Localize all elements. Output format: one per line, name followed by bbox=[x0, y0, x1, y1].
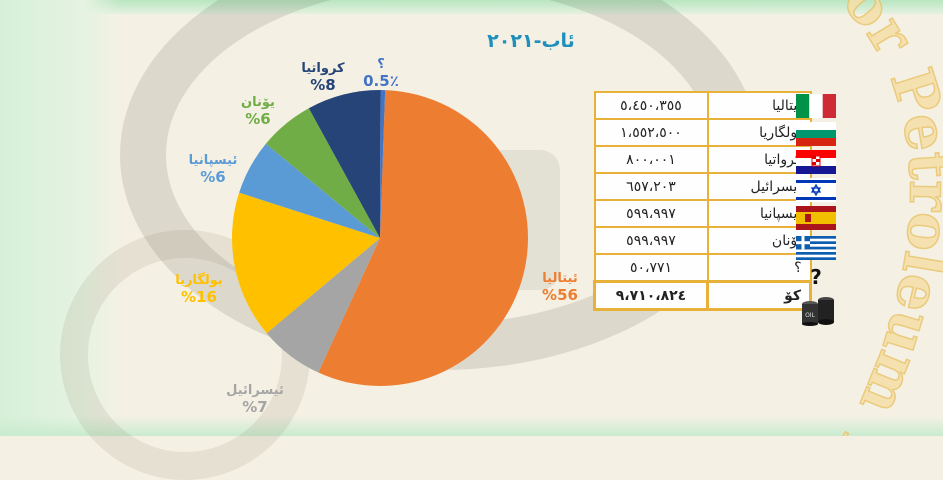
svg-text:OIL: OIL bbox=[805, 312, 815, 319]
total-name: کۆ bbox=[706, 280, 812, 311]
data-table: ئیتالیا ٥،٤٥٠،٣٥٥ بولگاریا ١،٥٥٢،٥٠٠ کرو… bbox=[593, 91, 812, 311]
row-name: ؟ bbox=[706, 253, 812, 283]
label-croatia-name: کرواتیا bbox=[301, 61, 345, 76]
table-total-row: کۆ ٩،٧١٠،٨٢٤ bbox=[593, 280, 812, 311]
label-croatia: کرواتیا %8 bbox=[290, 60, 356, 94]
total-value: ٩،٧١٠،٨٢٤ bbox=[593, 280, 709, 311]
label-italy-name: ئیتالیا bbox=[542, 271, 578, 286]
label-greece: یۆنان %6 bbox=[228, 94, 288, 128]
row-name: بولگاریا bbox=[706, 118, 812, 147]
table-row: ئیسرائیل ٦٥٧،٢٠٣ bbox=[593, 172, 812, 201]
bulgaria-flag bbox=[796, 122, 836, 146]
label-italy-pct: %56 bbox=[542, 286, 578, 304]
row-value: ٨٠٠،٠٠١ bbox=[593, 145, 709, 174]
label-bulgaria-name: بولگاریا bbox=[175, 273, 223, 288]
row-value: ٥٠،٧٧١ bbox=[593, 253, 709, 283]
label-unknown-name: ؟ bbox=[377, 57, 385, 72]
label-bulgaria: بولگاریا %16 bbox=[166, 272, 232, 306]
label-israel-name: ئیسرائیل bbox=[226, 383, 284, 398]
unknown-icon: ? bbox=[810, 265, 822, 288]
row-name: کرواتیا bbox=[706, 145, 812, 174]
label-bulgaria-pct: %16 bbox=[181, 288, 217, 306]
row-name: ئیسرائیل bbox=[706, 172, 812, 201]
israel-flag bbox=[796, 178, 836, 202]
oil-barrel-icon: OIL bbox=[802, 297, 834, 326]
table-row: یۆنان ٥٩٩،٩٩٧ bbox=[593, 226, 812, 255]
greece-flag bbox=[796, 236, 836, 260]
label-croatia-pct: %8 bbox=[310, 76, 336, 94]
label-italy: ئیتالیا %56 bbox=[530, 270, 590, 304]
croatia-flag bbox=[796, 150, 836, 174]
table-row: ئیسپانیا ٥٩٩،٩٩٧ bbox=[593, 199, 812, 228]
pie-slice-spain bbox=[239, 143, 380, 238]
table-row: ئیتالیا ٥،٤٥٠،٣٥٥ bbox=[593, 91, 812, 120]
chart-title: ئاب-٢٠٢١ bbox=[487, 30, 575, 52]
row-value: ١،٥٥٢،٥٠٠ bbox=[593, 118, 709, 147]
label-unknown-pct: 0.5٪ bbox=[363, 72, 399, 90]
pie-slice-greece bbox=[265, 108, 380, 239]
row-value: ٥٩٩،٩٩٧ bbox=[593, 199, 709, 228]
label-greece-pct: %6 bbox=[245, 110, 271, 128]
pie-chart bbox=[232, 90, 529, 386]
spain-flag bbox=[796, 206, 836, 230]
pie-slice-israel bbox=[266, 238, 380, 373]
pie-slice-unknown bbox=[380, 90, 386, 238]
label-israel: ئیسرائیل %7 bbox=[222, 382, 288, 416]
table-row: کرواتیا ٨٠٠،٠٠١ bbox=[593, 145, 812, 174]
label-spain-name: ئیسپانیا bbox=[188, 153, 238, 168]
table-row: بولگاریا ١،٥٥٢،٥٠٠ bbox=[593, 118, 812, 147]
pie-slice-croatia bbox=[308, 90, 381, 238]
label-greece-name: یۆنان bbox=[241, 95, 275, 110]
pie-slice-bulgaria bbox=[232, 192, 380, 334]
label-spain: ئیسپانیا %6 bbox=[180, 152, 246, 186]
pie-slice-italy bbox=[318, 90, 529, 386]
table-row: ؟ ٥٠،٧٧١ bbox=[593, 253, 812, 283]
svg-text:?: ? bbox=[810, 265, 822, 288]
row-name: ئیتالیا bbox=[706, 91, 812, 120]
row-value: ٥،٤٥٠،٣٥٥ bbox=[593, 91, 709, 120]
label-unknown: ؟ 0.5٪ bbox=[358, 56, 404, 90]
row-value: ٥٩٩،٩٩٧ bbox=[593, 226, 709, 255]
row-name: یۆنان bbox=[706, 226, 812, 255]
label-spain-pct: %6 bbox=[200, 168, 226, 186]
row-value: ٦٥٧،٢٠٣ bbox=[593, 172, 709, 201]
italy-flag bbox=[796, 94, 836, 118]
label-israel-pct: %7 bbox=[242, 398, 268, 416]
